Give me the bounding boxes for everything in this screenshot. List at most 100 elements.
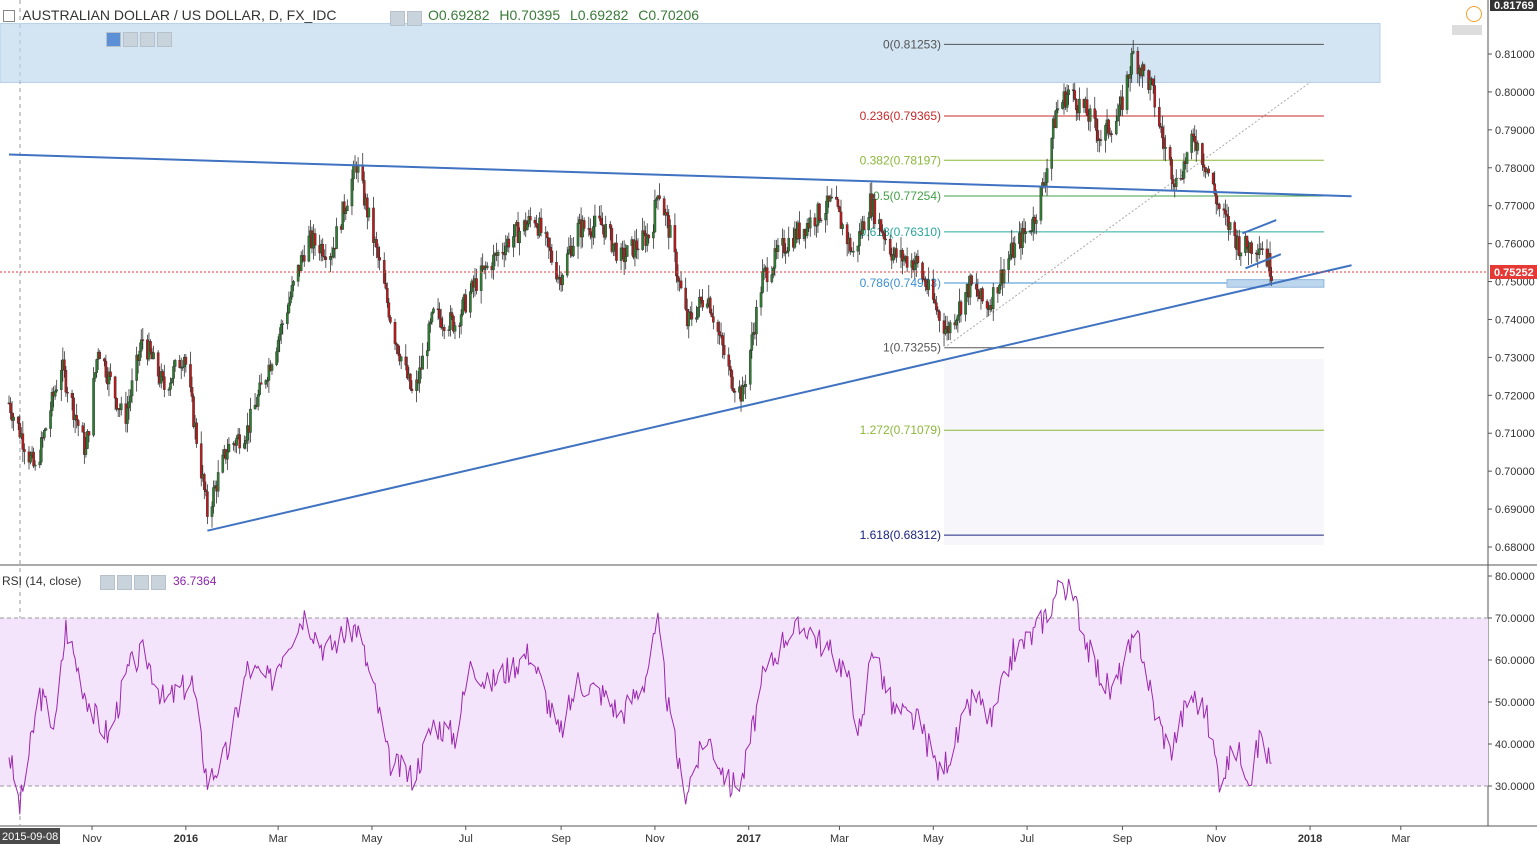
candle-body bbox=[718, 331, 721, 336]
eye-icon[interactable] bbox=[106, 31, 121, 47]
candle-body bbox=[70, 393, 74, 398]
candle-body bbox=[350, 178, 354, 207]
time-tick-label: Jul bbox=[1020, 833, 1034, 845]
candle-body bbox=[1225, 214, 1229, 217]
candle-body bbox=[86, 431, 89, 449]
candle-body bbox=[815, 225, 818, 227]
candle-body bbox=[21, 433, 25, 450]
visibility-icon[interactable] bbox=[390, 10, 405, 26]
candle-body bbox=[98, 351, 102, 359]
candle-body bbox=[178, 360, 182, 368]
candle-body bbox=[765, 267, 769, 283]
candle-body bbox=[1051, 118, 1055, 139]
candle-body bbox=[770, 274, 774, 283]
candle-body bbox=[1128, 74, 1132, 79]
candle-body bbox=[1190, 133, 1193, 153]
candle-body bbox=[507, 238, 511, 248]
price-tick-label: 0.70000 bbox=[1495, 466, 1535, 478]
candle-body bbox=[378, 257, 381, 261]
rsi-add-icon[interactable] bbox=[134, 574, 149, 590]
candle-body bbox=[733, 391, 737, 393]
settings-icon[interactable] bbox=[407, 10, 422, 26]
candle-body bbox=[203, 474, 206, 490]
candle-body bbox=[1008, 254, 1012, 259]
candle-body bbox=[479, 265, 483, 291]
candle-body bbox=[1045, 168, 1049, 183]
candle-body bbox=[762, 268, 766, 272]
fib-level-label: 0.236(0.79365) bbox=[860, 109, 941, 123]
rsi-close-icon[interactable] bbox=[151, 574, 166, 590]
candle-body bbox=[1158, 107, 1161, 127]
rsi-visibility-icon[interactable] bbox=[100, 574, 115, 590]
rsi-settings-icon[interactable] bbox=[117, 574, 132, 590]
candle-body bbox=[453, 325, 457, 332]
candle-body bbox=[1222, 208, 1226, 211]
candle-body bbox=[485, 265, 489, 269]
collapse-icon[interactable] bbox=[3, 10, 15, 23]
candle-body bbox=[970, 275, 974, 285]
candle-body bbox=[439, 318, 443, 328]
candle-body bbox=[1125, 74, 1129, 110]
symbol-header: AUSTRALIAN DOLLAR / US DOLLAR, D, FX_IDC bbox=[3, 7, 336, 23]
candle-body bbox=[525, 223, 529, 231]
candle-body bbox=[204, 489, 208, 492]
candle-body bbox=[938, 311, 941, 321]
rsi-tick-label: 50.0000 bbox=[1495, 697, 1535, 709]
fib-level-label: 1.618(0.68312) bbox=[860, 528, 941, 542]
candle-body bbox=[393, 322, 397, 344]
candle-body bbox=[1196, 143, 1200, 151]
rsi-tick-label: 60.0000 bbox=[1495, 655, 1535, 667]
plus-icon[interactable] bbox=[140, 31, 155, 47]
candle-body bbox=[386, 288, 389, 303]
price-tick-label: 0.74000 bbox=[1495, 314, 1535, 326]
candle-body bbox=[384, 283, 388, 289]
candle-body bbox=[622, 247, 626, 262]
candle-body bbox=[858, 231, 861, 247]
candle-body bbox=[430, 312, 434, 323]
close-icon[interactable] bbox=[157, 31, 172, 47]
rsi-label: RSI (14, close) bbox=[2, 574, 82, 588]
candle-body bbox=[968, 275, 972, 298]
candle-body bbox=[641, 230, 644, 250]
time-tick-label: May bbox=[923, 833, 944, 845]
candle-body bbox=[279, 323, 283, 335]
candle-body bbox=[184, 356, 188, 365]
candle-body bbox=[782, 238, 786, 254]
candle-body bbox=[1182, 161, 1186, 179]
candle-body bbox=[159, 371, 163, 384]
candle-body bbox=[933, 299, 937, 304]
candle-body bbox=[688, 311, 692, 313]
candle-body bbox=[1035, 220, 1038, 224]
candle-body bbox=[665, 212, 669, 216]
candle-body bbox=[615, 242, 618, 261]
candle-body bbox=[341, 201, 345, 230]
candle-body bbox=[296, 264, 300, 282]
candle-body bbox=[759, 292, 763, 308]
gear-icon[interactable] bbox=[123, 31, 138, 47]
candle-body bbox=[927, 279, 930, 290]
high-value: H0.70395 bbox=[499, 7, 561, 23]
candle-body bbox=[396, 344, 400, 355]
candle-body bbox=[1013, 243, 1017, 258]
candle-body bbox=[695, 317, 698, 320]
candle-body bbox=[825, 195, 829, 214]
candle-body bbox=[635, 240, 638, 250]
candle-body bbox=[721, 335, 724, 346]
rsi-tick-label: 30.0000 bbox=[1495, 781, 1535, 793]
series-controls bbox=[390, 9, 424, 26]
candle-body bbox=[1073, 90, 1077, 100]
candle-body bbox=[163, 376, 166, 390]
candle-body bbox=[210, 506, 214, 517]
alert-icon[interactable] bbox=[1466, 6, 1482, 22]
candle-body bbox=[1202, 164, 1206, 168]
candle-body bbox=[576, 222, 580, 247]
candle-body bbox=[190, 387, 194, 397]
ohlc-readout: O0.69282 H0.70395 L0.69282 C0.70206 bbox=[428, 7, 699, 23]
candle-body bbox=[404, 356, 408, 366]
candle-body bbox=[647, 234, 651, 239]
candle-body bbox=[432, 308, 435, 313]
candle-body bbox=[29, 454, 32, 463]
layout-icons[interactable] bbox=[1452, 25, 1482, 35]
candle-body bbox=[129, 395, 132, 403]
